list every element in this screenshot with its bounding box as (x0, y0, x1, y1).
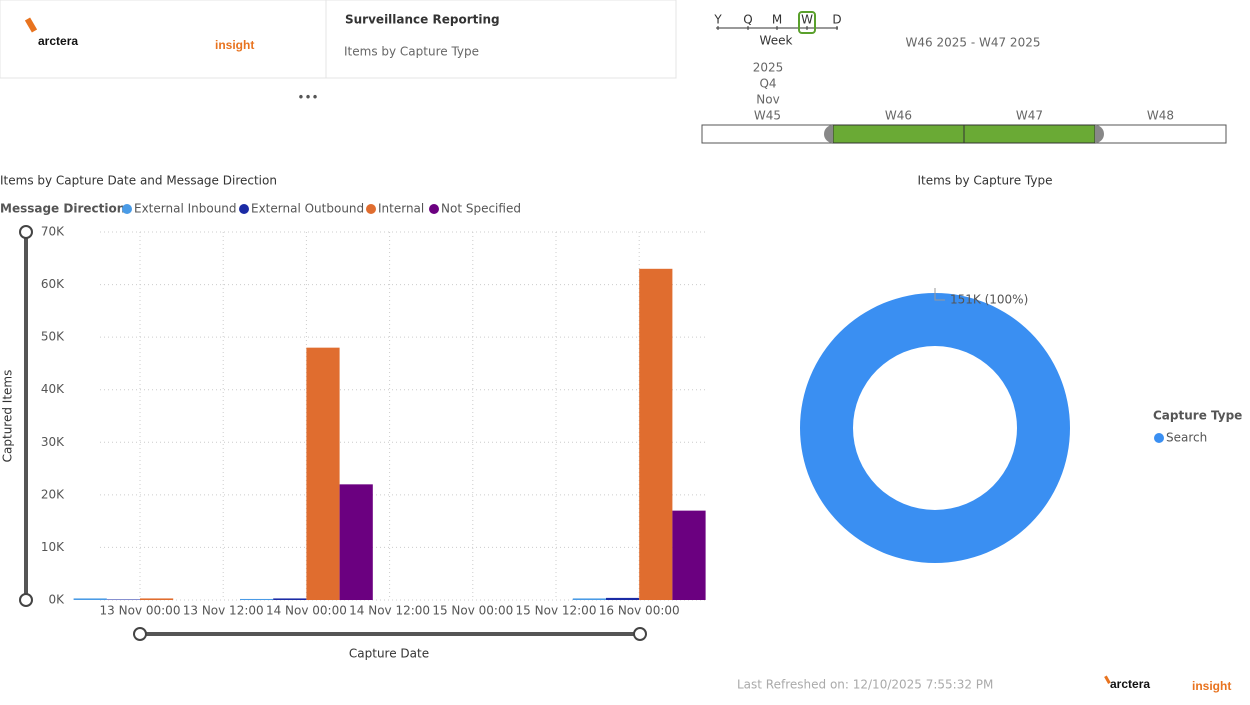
logo-brand: arctera (38, 34, 78, 48)
granularity-label: Week (760, 34, 793, 48)
granularity-option: D (832, 13, 841, 27)
year-label: 2025 (753, 61, 784, 75)
legend-marker (122, 204, 132, 214)
bar (240, 598, 274, 600)
logo-mark (1104, 675, 1111, 684)
timeline-selected (963, 124, 1096, 144)
legend-title: Capture Type (1153, 409, 1242, 423)
legend-marker (429, 204, 439, 214)
y-tick-label: 30K (41, 435, 65, 449)
more-options[interactable]: ••• (297, 91, 318, 105)
logo-product: insight (1192, 679, 1231, 693)
timeline-handle (1095, 125, 1104, 143)
y-tick-label: 10K (41, 540, 65, 554)
last-refreshed: Last Refreshed on: 12/10/2025 7:55:32 PM (737, 678, 993, 692)
bar (572, 598, 606, 600)
y-tick-label: 40K (41, 382, 65, 396)
y-tick-label: 0K (48, 593, 65, 607)
week-label: W47 (1016, 109, 1043, 123)
range-label: W46 2025 - W47 2025 (906, 36, 1041, 50)
x-tick-label: 14 Nov 12:00 (349, 604, 430, 618)
leader-line (934, 288, 945, 301)
x-tick-label: 15 Nov 00:00 (432, 604, 513, 618)
legend-entry: External Inbound (134, 202, 237, 216)
bar (339, 484, 373, 600)
data-label: 151K (100%) (950, 293, 1028, 307)
timeline-selected (832, 124, 965, 144)
bar (140, 598, 174, 600)
bar (639, 268, 673, 600)
header-panel (0, 0, 677, 79)
slider-handle[interactable] (133, 627, 147, 641)
x-tick-label: 16 Nov 00:00 (599, 604, 680, 618)
donut-slice (800, 293, 1070, 563)
bar (606, 597, 640, 600)
granularity-selected (798, 11, 816, 34)
legend-title: Message Direction (0, 202, 125, 216)
y-tick-label: 50K (41, 330, 65, 344)
legend-entry: Internal (378, 202, 424, 216)
logo-product: insight (215, 38, 254, 52)
x-tick-label: 15 Nov 12:00 (516, 604, 597, 618)
month-label: Nov (756, 93, 779, 107)
y-tick-label: 60K (41, 277, 65, 291)
bar (672, 510, 706, 600)
legend-entry: Search (1166, 431, 1207, 445)
legend-entry: External Outbound (251, 202, 364, 216)
legend-entry: Not Specified (441, 202, 521, 216)
bar (73, 598, 107, 600)
chart-title: Items by Capture Date and Message Direct… (0, 174, 277, 188)
x-tick-label: 13 Nov 12:00 (183, 604, 264, 618)
granularity-option: Y (713, 13, 722, 27)
granularity-option: W (801, 13, 813, 27)
timeline-slicer[interactable]: Week W46 2025 - W47 2025 2025 Q4 Nov (716, 11, 1041, 107)
slider-handle[interactable] (19, 593, 33, 607)
bar (306, 347, 340, 600)
x-axis-label: Capture Date (349, 647, 429, 661)
bar (106, 599, 140, 600)
legend-marker (239, 204, 249, 214)
bar (273, 598, 307, 600)
quarter-label: Q4 (759, 77, 776, 91)
week-label: W45 (754, 109, 781, 123)
y-tick-label: 70K (41, 225, 65, 239)
x-tick-label: 13 Nov 00:00 (100, 604, 181, 618)
slider-handle[interactable] (19, 225, 33, 239)
legend-marker (1154, 433, 1164, 443)
y-tick-label: 20K (41, 487, 65, 501)
slider-handle[interactable] (633, 627, 647, 641)
logo-brand: arctera (1110, 677, 1150, 691)
week-label: W48 (1147, 109, 1174, 123)
legend-marker (366, 204, 376, 214)
timeline-handle (824, 125, 833, 143)
y-axis-label: Captured Items (1, 370, 15, 463)
granularity-option: Q (743, 13, 752, 27)
granularity-option: M (772, 13, 782, 27)
x-tick-label: 14 Nov 00:00 (266, 604, 347, 618)
week-label: W46 (885, 109, 912, 123)
chart-title: Items by Capture Type (917, 174, 1052, 188)
logo-mark (24, 17, 38, 33)
page-subtitle: Items by Capture Type (344, 45, 479, 59)
page-title: Surveillance Reporting (345, 13, 500, 27)
